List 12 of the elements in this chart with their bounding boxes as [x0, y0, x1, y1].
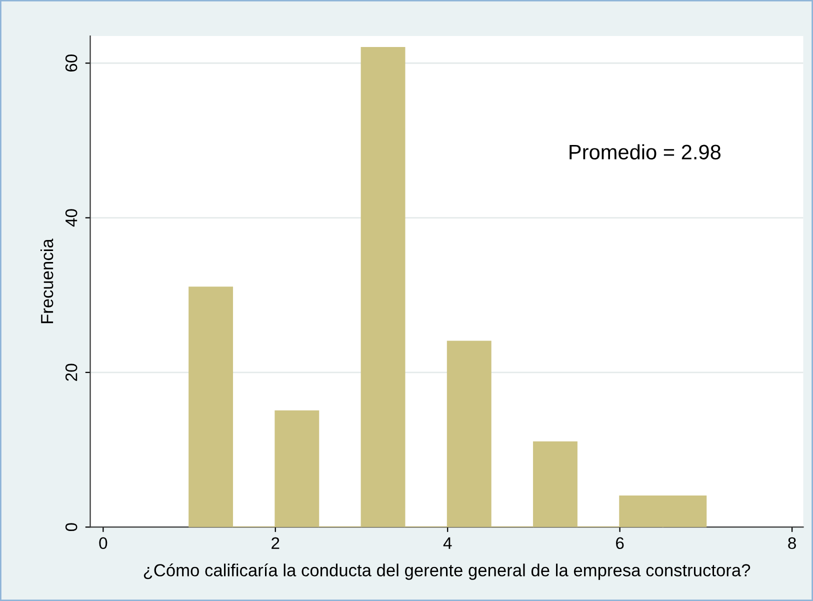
annotation: Promedio = 2.98	[570, 144, 720, 160]
y-tick-label: 20	[65, 364, 78, 381]
x-tick-label: 8	[788, 537, 796, 550]
x-tick-label: 4	[443, 537, 452, 549]
x-axis-title: ¿Cómo calificaría la conducta del gerente general de la empresa constructora?	[144, 563, 750, 580]
y-tick-label: 0	[65, 523, 78, 532]
x-tick-label: 6	[616, 537, 624, 550]
x-tick-label: 0	[99, 537, 108, 550]
y-tick-label: 40	[65, 209, 78, 227]
y-axis-title: Frecuencia	[40, 238, 54, 324]
x-tick-label: 2	[272, 537, 280, 549]
y-tick-label: 60	[65, 54, 78, 72]
